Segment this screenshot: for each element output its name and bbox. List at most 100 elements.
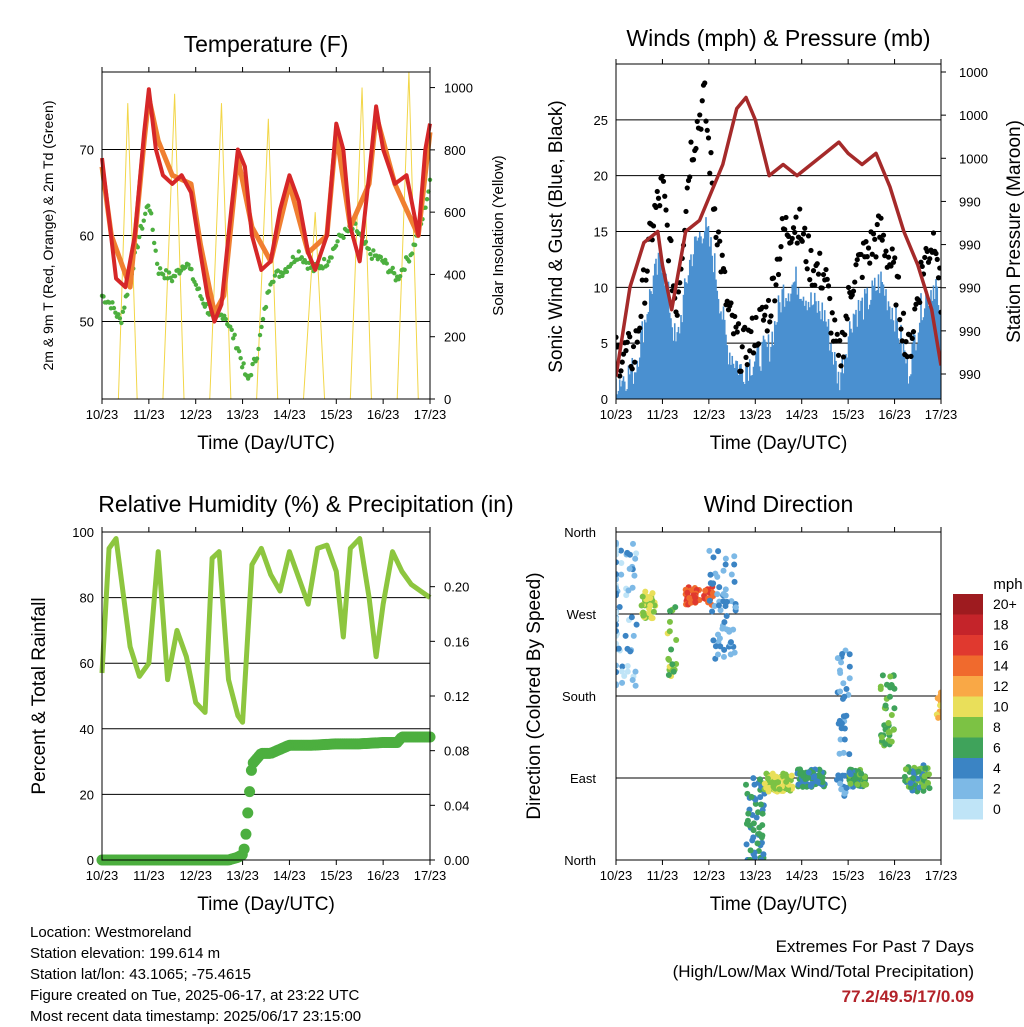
- gust-point: [616, 334, 619, 340]
- x-tick-label: 14/23: [273, 868, 306, 883]
- x-axis-label: Time (Day/UTC): [710, 433, 848, 454]
- latlon-text: Station lat/lon: 43.1065; -75.4615: [30, 966, 252, 983]
- dewpoint-point: [229, 327, 234, 332]
- gust-point: [690, 157, 697, 163]
- direction-point: [624, 662, 631, 669]
- solar-series: [102, 72, 430, 399]
- direction-point: [715, 548, 722, 555]
- legend-label: 10: [993, 699, 1009, 715]
- legend-swatch: [953, 717, 983, 738]
- gust-point: [683, 208, 689, 215]
- direction-point: [651, 602, 658, 609]
- direction-point: [724, 598, 731, 605]
- y2-tick-label: 0.08: [444, 744, 469, 759]
- y2-tick-label: 0.00: [444, 853, 469, 868]
- dewpoint-point: [238, 355, 243, 361]
- gust-point: [629, 366, 635, 372]
- dewpoint-point: [397, 273, 403, 279]
- dewpoint-point: [257, 332, 263, 338]
- y2-tick-label: 0.20: [444, 580, 469, 595]
- speed-legend: mph 20+ 18 16 14 12 10 8 6 4 2 0: [953, 576, 1023, 820]
- gust-point: [909, 335, 915, 342]
- gust-point: [762, 312, 768, 318]
- gust-point: [800, 231, 807, 237]
- dewpoint-point: [412, 242, 418, 248]
- dewpoint-point: [151, 240, 157, 246]
- y-tick-label: 60: [80, 656, 94, 671]
- direction-point: [707, 580, 714, 587]
- gust-point: [772, 298, 778, 304]
- y2-tick-label: 600: [444, 205, 466, 220]
- gust-point: [889, 246, 895, 252]
- gust-point: [660, 178, 667, 184]
- x-tick-label: 13/23: [226, 868, 259, 883]
- gust-point: [808, 247, 814, 254]
- y-tick-label: 0: [87, 853, 94, 868]
- dewpoint-point: [345, 229, 351, 234]
- gust-point: [918, 259, 924, 265]
- y-tick-label: 0: [601, 392, 608, 407]
- gust-point: [799, 238, 805, 244]
- gust-point: [845, 284, 852, 291]
- direction-point: [616, 603, 623, 610]
- legend-title: mph: [993, 576, 1022, 593]
- direction-point: [910, 775, 917, 782]
- direction-point: [633, 550, 640, 557]
- dewpoint-point: [368, 251, 373, 257]
- x-tick-label: 11/23: [647, 868, 679, 883]
- y2-tick-label: 990: [959, 324, 981, 339]
- gust-point: [797, 206, 803, 212]
- direction-point: [846, 675, 853, 682]
- gust-point: [712, 206, 718, 212]
- x-tick-label: 13/23: [226, 407, 259, 422]
- direction-point: [619, 663, 626, 670]
- dewpoint-point: [260, 316, 266, 322]
- direction-point: [854, 781, 861, 788]
- gust-point: [912, 306, 918, 312]
- y-tick-label: 60: [80, 229, 94, 244]
- gust-point: [828, 330, 834, 336]
- legend-swatch: [953, 676, 983, 697]
- gust-point: [803, 259, 809, 265]
- recent-text: Most recent data timestamp: 2025/06/17 2…: [30, 1008, 362, 1025]
- direction-point: [922, 765, 929, 772]
- dewpoint-point: [141, 218, 146, 223]
- direction-point: [807, 783, 814, 790]
- gust-point: [879, 237, 885, 243]
- gust-point: [684, 185, 690, 191]
- dewpoint-point: [392, 271, 397, 276]
- gust-point: [664, 222, 670, 228]
- direction-point: [619, 679, 626, 686]
- panel-3: 10/23 11/23 12/23 13/23 14/23 15/23 16/23 17/23…: [29, 491, 514, 915]
- y-axis-label: Percent & Total Rainfall: [29, 597, 50, 794]
- gust-point: [717, 238, 723, 244]
- gust-point: [908, 353, 914, 359]
- direction-point: [669, 661, 676, 668]
- dewpoint-point: [363, 239, 369, 244]
- gust-point: [938, 309, 941, 315]
- dewpoint-point: [116, 312, 121, 317]
- gust-point: [764, 328, 770, 334]
- gust-point: [802, 225, 808, 231]
- extremes-title: Extremes For Past 7 Days: [775, 937, 974, 956]
- direction-point: [745, 810, 752, 817]
- direction-point: [650, 608, 657, 615]
- direction-point: [631, 572, 638, 579]
- dewpoint-point: [384, 261, 389, 266]
- y2-tick-label: 1000: [959, 151, 988, 166]
- direction-point: [841, 736, 848, 743]
- gust-point: [874, 221, 880, 228]
- gust-point: [825, 283, 832, 289]
- rain-point: [238, 843, 250, 855]
- direction-point: [920, 783, 927, 790]
- gust-point: [910, 329, 917, 335]
- dewpoint-point: [272, 273, 278, 278]
- direction-point: [616, 621, 619, 628]
- gust-point: [917, 299, 923, 306]
- dewpoint-point: [122, 305, 127, 310]
- extremes-subtitle: (High/Low/Max Wind/Total Precipitation): [672, 962, 974, 981]
- gust-point: [687, 174, 693, 180]
- direction-point: [835, 772, 842, 779]
- direction-point: [616, 662, 619, 669]
- gust-point: [854, 257, 860, 263]
